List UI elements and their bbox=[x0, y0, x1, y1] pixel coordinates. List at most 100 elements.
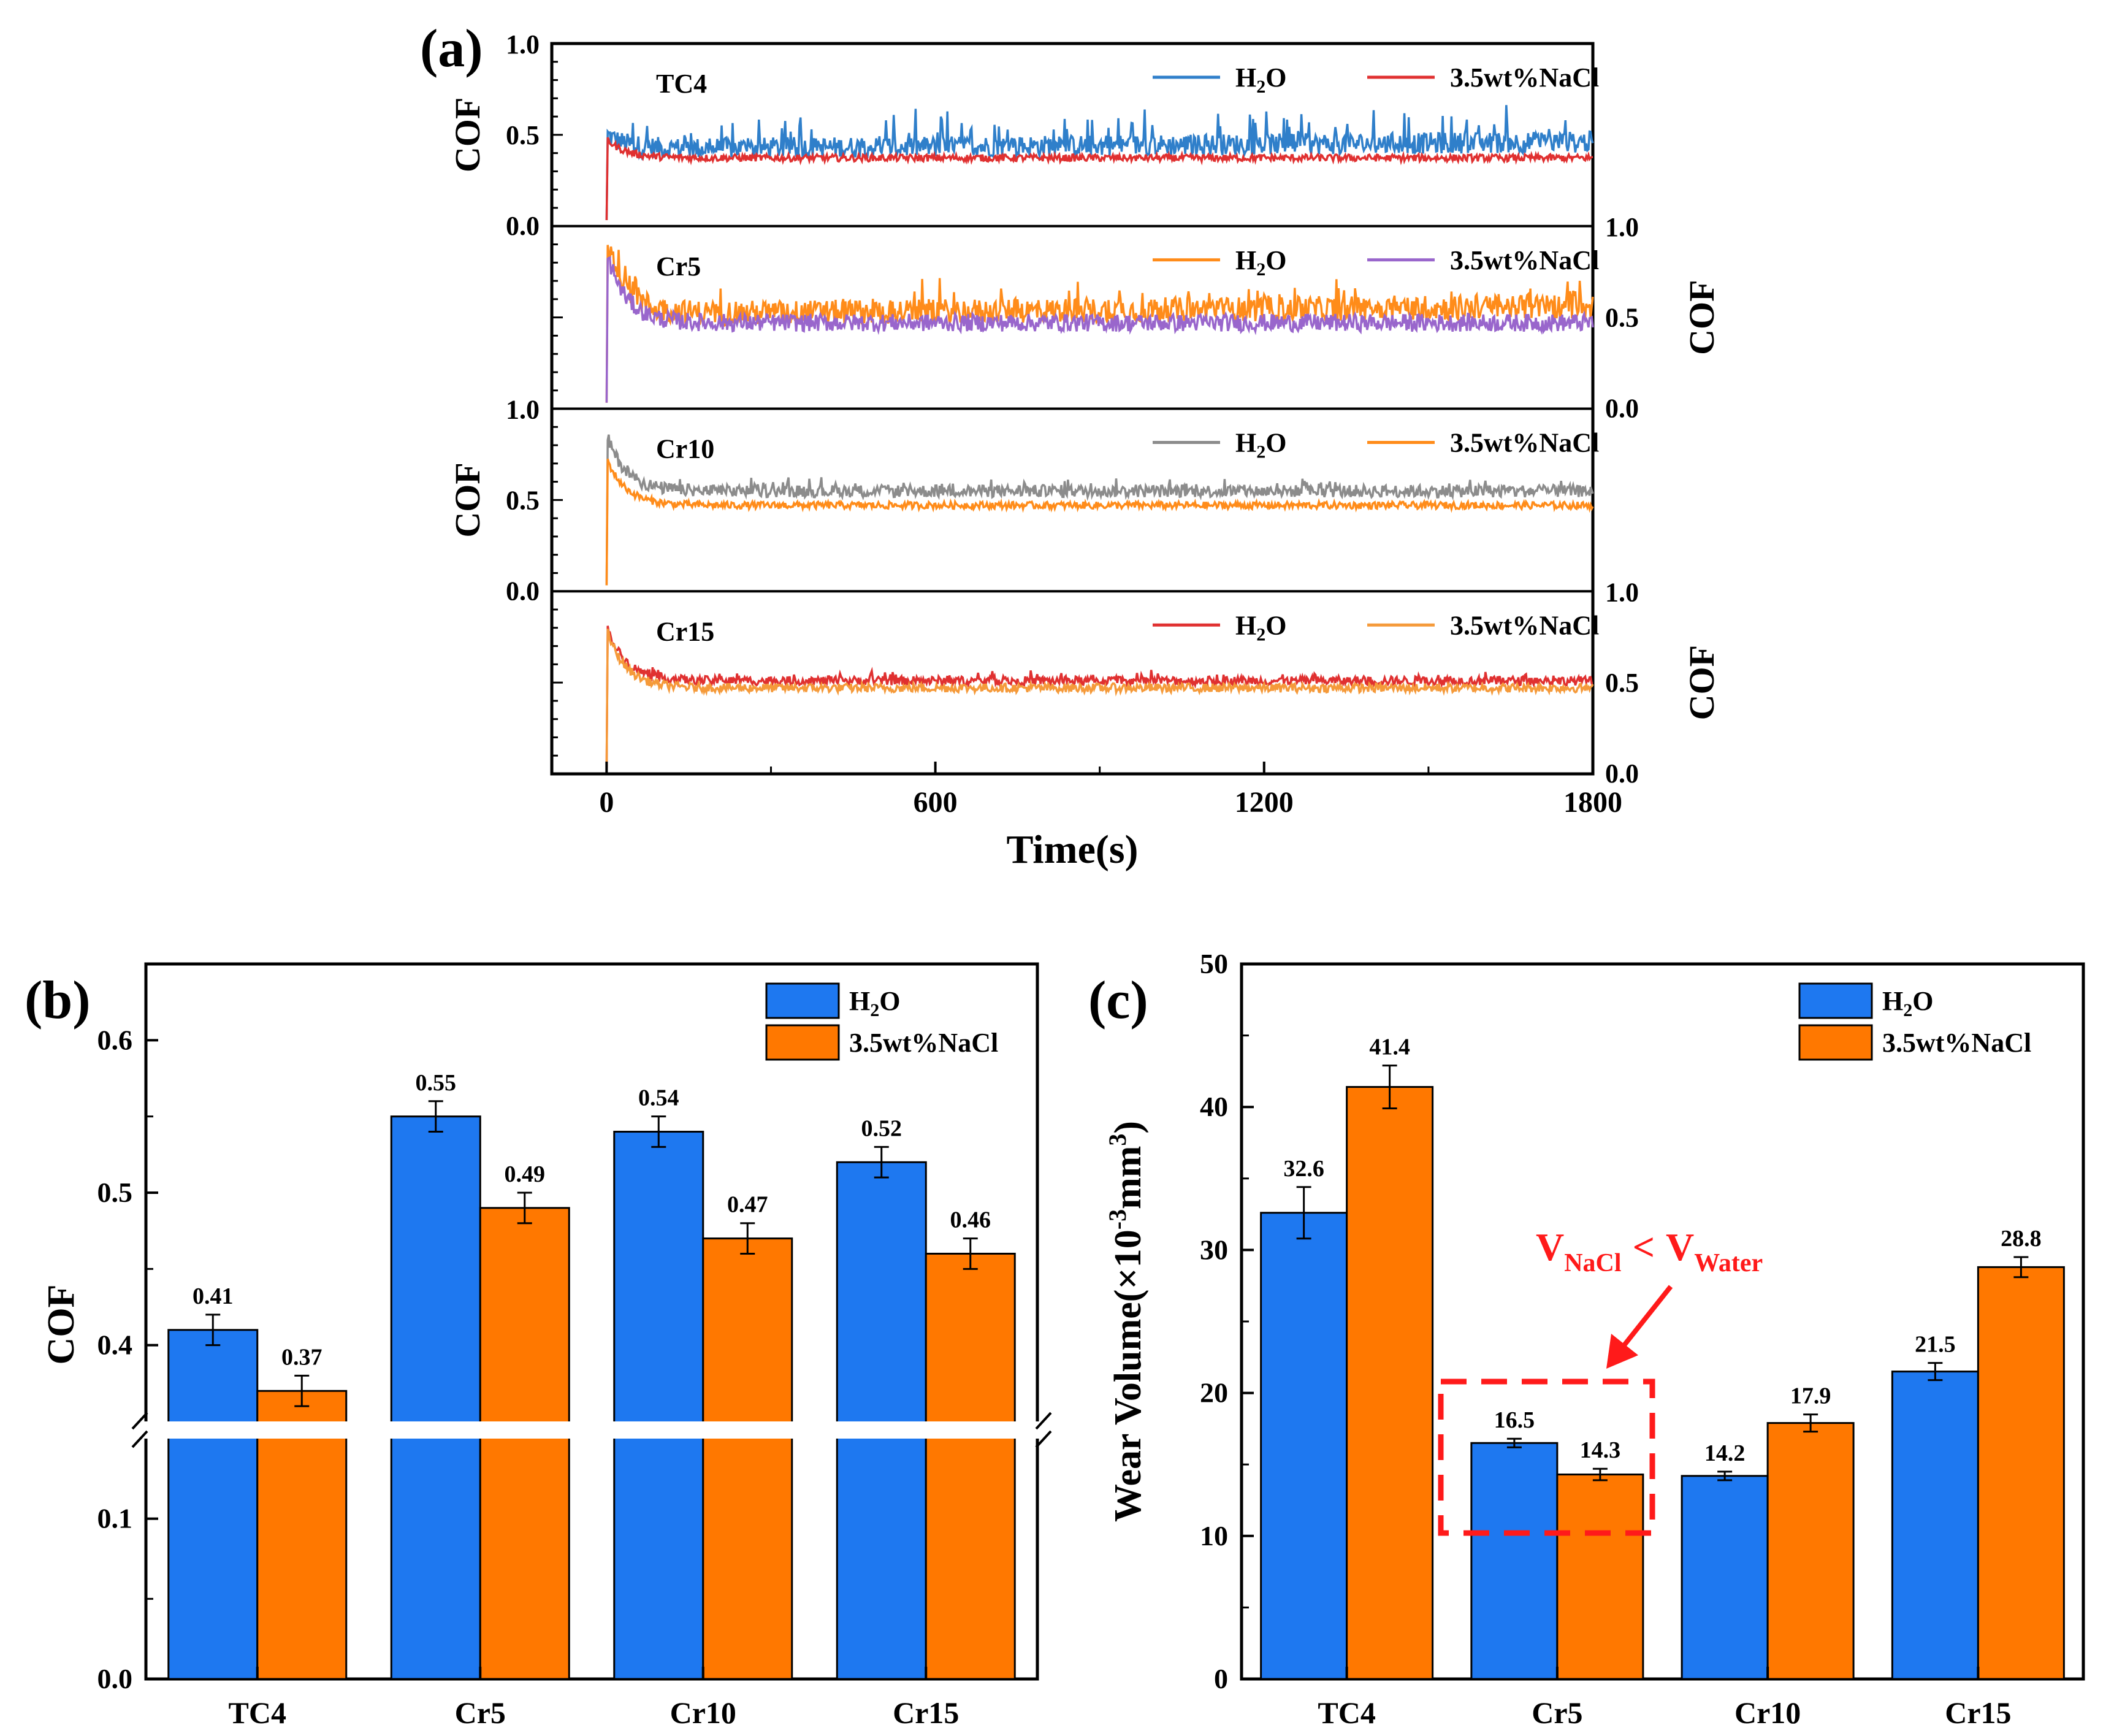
legend-h2o-o: O bbox=[1265, 428, 1286, 458]
axis-break-band bbox=[142, 1421, 1041, 1439]
annotation-lt: < bbox=[1633, 1225, 1655, 1269]
panel-label-c: (c) bbox=[1088, 971, 1148, 1030]
legend-nacl-text: 3.5wt%NaCl bbox=[849, 1028, 998, 1058]
legend-h2o-2: 2 bbox=[1256, 442, 1265, 462]
y-tick-label: 50 bbox=[1200, 948, 1228, 979]
series-line-cr5-nacl bbox=[605, 256, 1594, 403]
x-tick-label: Cr15 bbox=[1945, 1696, 2011, 1730]
data-label: 0.46 bbox=[950, 1207, 991, 1233]
subplot-label-cr10: Cr10 bbox=[656, 434, 714, 464]
x-tick-label: Cr10 bbox=[670, 1696, 736, 1730]
y-tick-label: 0.0 bbox=[506, 576, 540, 606]
legend-nacl-text: 3.5wt%NaCl bbox=[1450, 63, 1599, 93]
bar-cr10-nacl bbox=[1766, 1422, 1855, 1680]
y-tick-label: 0.1 bbox=[97, 1503, 133, 1534]
y-tick-label: 0.4 bbox=[97, 1329, 133, 1361]
series-line-cr15-h2o bbox=[605, 625, 1593, 768]
data-label: 0.54 bbox=[638, 1085, 679, 1111]
data-label: 0.52 bbox=[861, 1115, 902, 1141]
bar-cr10-h2o bbox=[1681, 1475, 1769, 1680]
subplot-label-cr15: Cr15 bbox=[656, 616, 714, 646]
annotation-sub1: NaCl bbox=[1564, 1249, 1621, 1277]
y-tick-label: 10 bbox=[1200, 1520, 1228, 1551]
legend-h2o-2: 2 bbox=[1256, 624, 1265, 644]
y-tick-label: 1.0 bbox=[506, 29, 540, 59]
annotation-text: VNaCl < VWater bbox=[1536, 1225, 1763, 1277]
legend-label-h2o: H2O bbox=[1235, 63, 1286, 97]
y-tick-label: 20 bbox=[1200, 1377, 1228, 1409]
y-tick-label: 1.0 bbox=[506, 395, 540, 425]
x-tick-label: 600 bbox=[914, 786, 958, 819]
legend-label-nacl: 3.5wt%NaCl bbox=[849, 1028, 998, 1058]
y-tick-label: 1.0 bbox=[1605, 577, 1639, 607]
annotation-arrow-shaft bbox=[1621, 1285, 1673, 1348]
legend-h2o-o: O bbox=[879, 986, 900, 1016]
legend-label-nacl: 3.5wt%NaCl bbox=[1450, 245, 1599, 275]
legend-nacl-text: 3.5wt%NaCl bbox=[1882, 1028, 2031, 1058]
legend-h2o-h: H bbox=[1235, 428, 1256, 458]
y-axis-label: Wear Volume(×10-3mm3) bbox=[1104, 1121, 1149, 1522]
bar-cr10-h2o bbox=[613, 1131, 704, 1680]
annotation-v2: V bbox=[1666, 1225, 1694, 1269]
axis-break-mark bbox=[131, 1412, 148, 1430]
panel-label-b: (b) bbox=[25, 971, 91, 1030]
legend-label-h2o: H2O bbox=[849, 986, 900, 1020]
legend-label-nacl: 3.5wt%NaCl bbox=[1450, 428, 1599, 458]
data-label: 32.6 bbox=[1283, 1156, 1324, 1182]
x-tick-label: TC4 bbox=[1318, 1696, 1375, 1730]
legend-label-h2o: H2O bbox=[1235, 245, 1286, 280]
y-tick-label: 0.6 bbox=[97, 1024, 133, 1055]
data-label: 0.49 bbox=[505, 1161, 546, 1187]
bar-cr15-h2o bbox=[1891, 1371, 1979, 1680]
legend-h2o-2: 2 bbox=[1256, 77, 1265, 97]
x-tick-label: Cr5 bbox=[455, 1696, 506, 1730]
bar-cr5-h2o bbox=[390, 1115, 481, 1680]
data-label: 21.5 bbox=[1915, 1332, 1956, 1358]
y-tick-label: 1.0 bbox=[1605, 212, 1639, 242]
y-tick-label: 0.5 bbox=[97, 1177, 133, 1208]
data-label: 0.37 bbox=[281, 1344, 322, 1370]
panel-c: 32.6 41.4 TC4 16.5 14.3 Cr5 14.2 17.9 Cr10 21.5 28… bbox=[1088, 948, 2085, 1730]
x-tick-label: 1200 bbox=[1235, 786, 1294, 819]
y-tick-label: 0.0 bbox=[1605, 759, 1639, 789]
legend-h2o-h: H bbox=[1235, 63, 1256, 93]
legend-swatch-h2o bbox=[1798, 982, 1873, 1019]
y-axis-label-close: ) bbox=[1107, 1121, 1149, 1134]
y-axis-label: COF bbox=[1682, 280, 1722, 354]
legend-nacl-text: 3.5wt%NaCl bbox=[1450, 610, 1599, 640]
y-tick-label: 0.5 bbox=[506, 485, 540, 515]
x-axis-label: Time(s) bbox=[1006, 827, 1138, 872]
y-axis-label-sup: -3 bbox=[1104, 1209, 1131, 1229]
bar-cr5-nacl bbox=[479, 1207, 570, 1680]
y-axis-label: COF bbox=[448, 98, 487, 172]
legend-h2o-2: 2 bbox=[1903, 1000, 1912, 1020]
series-line-tc4-h2o bbox=[605, 105, 1594, 221]
legend-h2o-h: H bbox=[849, 986, 870, 1016]
x-tick-label: Cr15 bbox=[893, 1696, 959, 1730]
legend-nacl-text: 3.5wt%NaCl bbox=[1450, 245, 1599, 275]
legend-h2o-2: 2 bbox=[870, 1000, 879, 1020]
legend-h2o-o: O bbox=[1265, 63, 1286, 93]
x-tick-label: 1800 bbox=[1563, 786, 1622, 819]
data-label: 17.9 bbox=[1790, 1383, 1831, 1409]
y-axis-label-main: Wear Volume(×10 bbox=[1107, 1229, 1149, 1522]
y-tick-label: 0.5 bbox=[1605, 668, 1639, 698]
data-label: 41.4 bbox=[1369, 1034, 1410, 1060]
bar-tc4-nacl bbox=[256, 1390, 348, 1680]
legend-h2o-o: O bbox=[1265, 610, 1286, 640]
y-tick-label: 0.0 bbox=[506, 211, 540, 241]
legend-h2o-o: O bbox=[1265, 245, 1286, 275]
x-tick-label: Cr10 bbox=[1734, 1696, 1801, 1730]
series-line-cr15-nacl bbox=[605, 629, 1594, 768]
legend-label-nacl: 3.5wt%NaCl bbox=[1450, 63, 1599, 93]
bar-cr15-nacl bbox=[1977, 1266, 2065, 1680]
y-axis-label-unit: mm bbox=[1107, 1146, 1149, 1209]
y-axis-label-unit-sup: 3 bbox=[1104, 1134, 1131, 1146]
legend-h2o-o: O bbox=[1912, 986, 1933, 1016]
annotation-v1: V bbox=[1536, 1225, 1564, 1269]
bar-cr5-nacl bbox=[1556, 1474, 1644, 1680]
subplot-label-cr5: Cr5 bbox=[656, 251, 701, 281]
legend-label-nacl: 3.5wt%NaCl bbox=[1450, 610, 1599, 640]
data-label: 28.8 bbox=[2001, 1226, 2042, 1252]
panel-b: 0.410.37TC40.550.49Cr50.540.47Cr100.520.… bbox=[25, 962, 1052, 1730]
